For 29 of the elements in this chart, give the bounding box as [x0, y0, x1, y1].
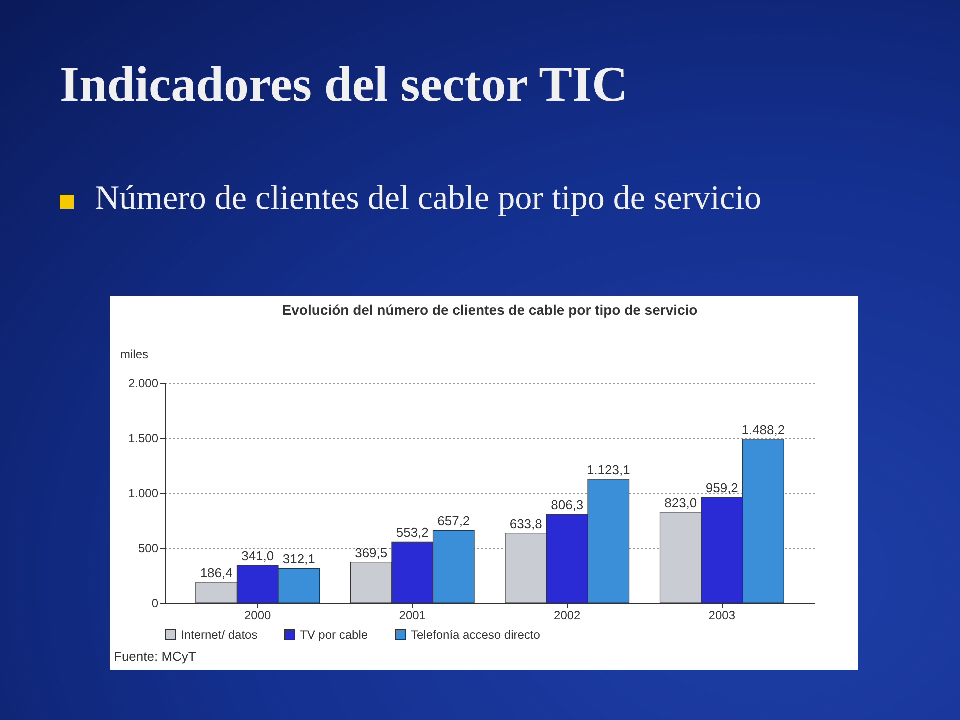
y-tick-label: 0 — [152, 596, 159, 610]
x-tick-label: 2003 — [708, 608, 736, 622]
legend-label: TV por cable — [300, 628, 368, 642]
legend-label: Internet/ datos — [181, 628, 258, 642]
x-tick-label: 2002 — [554, 608, 582, 622]
data-label: 553,2 — [396, 525, 429, 540]
chart-title: Indicadores del sector TIC — [60, 55, 628, 113]
data-label: 806,3 — [551, 497, 584, 512]
data-label: 657,2 — [438, 514, 470, 529]
y-tick-label: 500 — [138, 542, 159, 556]
legend-label: Telefonía acceso directo — [411, 628, 541, 642]
source-note: Fuente: MCyT — [114, 649, 196, 664]
data-label: 1.123,1 — [586, 462, 630, 478]
data-label: 369,5 — [355, 545, 388, 560]
x-tick-label: 2001 — [399, 608, 426, 622]
y-axis-title: miles — [120, 348, 149, 362]
y-tick-label: 1.000 — [128, 486, 159, 500]
data-label: 312,1 — [282, 552, 316, 567]
data-label: 823,0 — [664, 495, 698, 510]
x-axis-title: Evolución del número de clientes de cable por tipo de servicio — [282, 302, 698, 318]
x-tick-label: 2000 — [244, 608, 272, 622]
data-label: 341,0 — [242, 548, 274, 564]
chart-subtitle: Número de clientes del cable por tipo de servicio — [95, 180, 763, 218]
data-label: 633,8 — [510, 516, 542, 532]
data-label: 959,2 — [706, 480, 738, 496]
data-label: 186,4 — [200, 565, 233, 580]
data-label: 1.488,2 — [742, 422, 786, 438]
y-tick-label: 1.500 — [128, 432, 159, 446]
y-tick-label: 2.000 — [128, 376, 159, 390]
